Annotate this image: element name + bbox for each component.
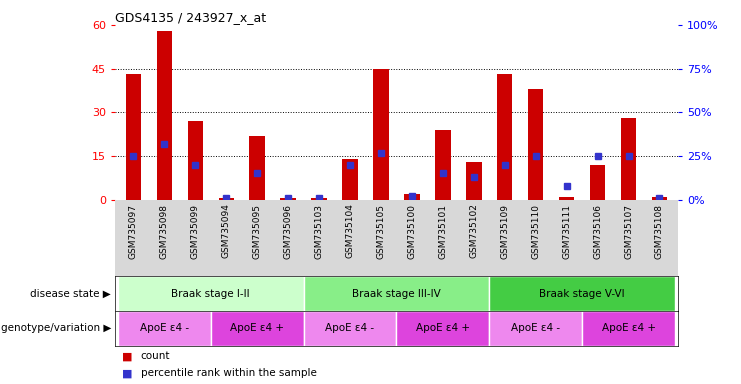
Bar <box>126 74 141 200</box>
Text: ApoE ε4 +: ApoE ε4 + <box>416 323 470 333</box>
Bar <box>219 198 234 200</box>
Bar <box>342 159 358 200</box>
Text: GSM735106: GSM735106 <box>593 204 602 258</box>
Bar <box>497 74 513 200</box>
Bar <box>118 311 210 346</box>
Text: GSM735098: GSM735098 <box>160 204 169 258</box>
Bar <box>118 276 304 311</box>
Bar <box>652 197 667 200</box>
Text: GSM735109: GSM735109 <box>500 204 509 258</box>
Text: genotype/variation ▶: genotype/variation ▶ <box>1 323 111 333</box>
Bar <box>304 311 396 346</box>
Text: GSM735102: GSM735102 <box>469 204 478 258</box>
Text: GSM735108: GSM735108 <box>655 204 664 258</box>
Bar <box>404 194 419 200</box>
Bar <box>187 121 203 200</box>
Text: Braak stage I-II: Braak stage I-II <box>171 289 250 299</box>
Bar <box>396 311 489 346</box>
Text: GSM735105: GSM735105 <box>376 204 385 258</box>
Bar <box>156 31 172 200</box>
Bar <box>304 276 489 311</box>
Text: GSM735103: GSM735103 <box>315 204 324 258</box>
Text: ApoE ε4 +: ApoE ε4 + <box>230 323 285 333</box>
Text: ■: ■ <box>122 351 133 361</box>
Text: ApoE ε4 -: ApoE ε4 - <box>140 323 189 333</box>
Text: GSM735111: GSM735111 <box>562 204 571 258</box>
Text: disease state ▶: disease state ▶ <box>30 289 111 299</box>
Bar <box>489 276 675 311</box>
Bar <box>280 198 296 200</box>
Bar <box>582 311 675 346</box>
Text: GSM735101: GSM735101 <box>439 204 448 258</box>
Text: GSM735100: GSM735100 <box>408 204 416 258</box>
Text: GSM735095: GSM735095 <box>253 204 262 258</box>
Text: GSM735099: GSM735099 <box>190 204 200 258</box>
Text: ApoE ε4 +: ApoE ε4 + <box>602 323 656 333</box>
Text: GSM735097: GSM735097 <box>129 204 138 258</box>
Bar <box>466 162 482 200</box>
Bar <box>489 311 582 346</box>
Text: GSM735110: GSM735110 <box>531 204 540 258</box>
Bar <box>528 89 543 200</box>
Text: GDS4135 / 243927_x_at: GDS4135 / 243927_x_at <box>115 11 266 24</box>
Bar <box>311 198 327 200</box>
Bar <box>559 197 574 200</box>
Text: GSM735096: GSM735096 <box>284 204 293 258</box>
Text: ■: ■ <box>122 368 133 378</box>
Text: percentile rank within the sample: percentile rank within the sample <box>141 368 316 378</box>
Bar <box>435 130 451 200</box>
Bar <box>590 165 605 200</box>
Text: ApoE ε4 -: ApoE ε4 - <box>511 323 560 333</box>
Text: Braak stage V-VI: Braak stage V-VI <box>539 289 625 299</box>
Bar <box>210 311 304 346</box>
Text: Braak stage III-IV: Braak stage III-IV <box>352 289 441 299</box>
Bar <box>621 118 637 200</box>
Bar <box>250 136 265 200</box>
Text: count: count <box>141 351 170 361</box>
Text: GSM735094: GSM735094 <box>222 204 230 258</box>
Text: ApoE ε4 -: ApoE ε4 - <box>325 323 375 333</box>
Text: GSM735107: GSM735107 <box>624 204 633 258</box>
Text: GSM735104: GSM735104 <box>345 204 354 258</box>
Bar <box>373 69 389 200</box>
